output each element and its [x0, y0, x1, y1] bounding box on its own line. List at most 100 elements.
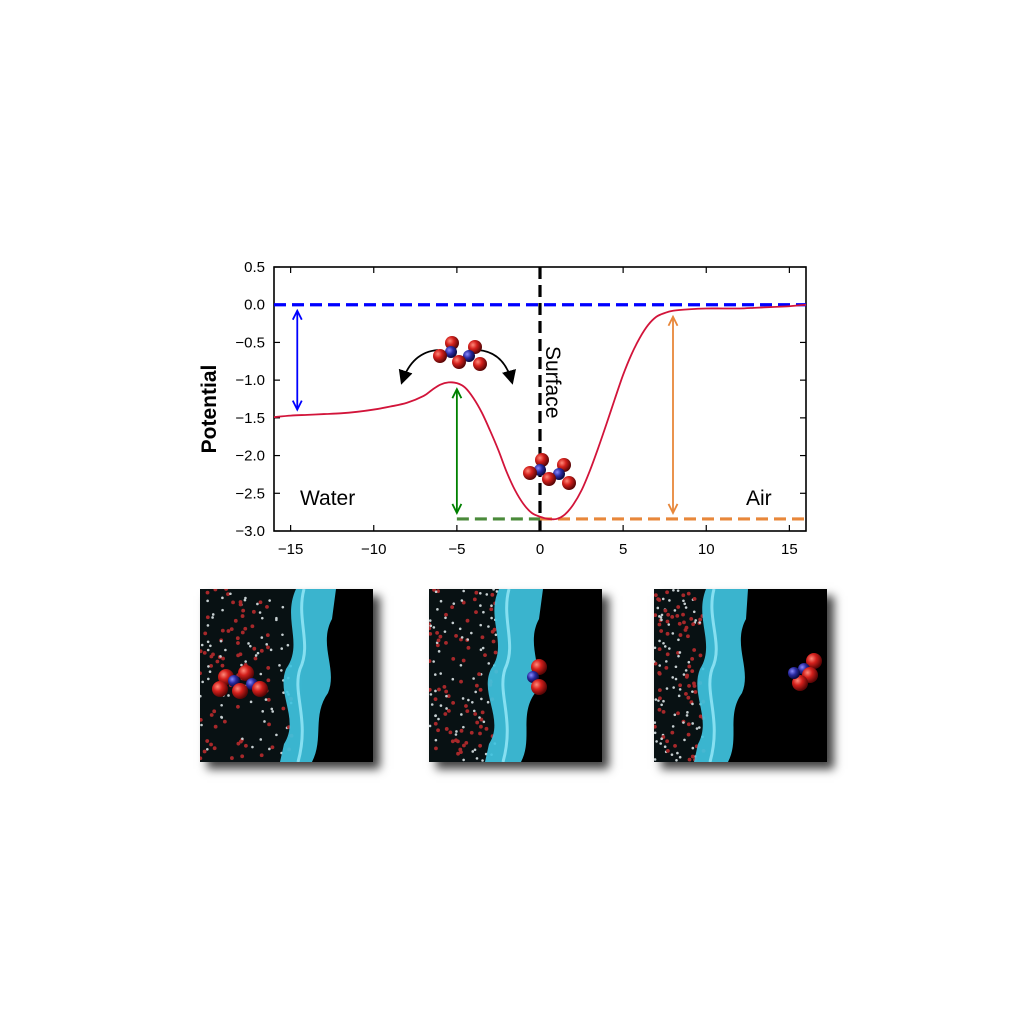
arrow-head [667, 503, 679, 515]
water-atom [486, 700, 490, 704]
water-atom [686, 711, 689, 714]
water-atom [209, 663, 214, 668]
water-atom [663, 608, 668, 613]
water-atom [238, 600, 243, 604]
energy-arrows [291, 308, 679, 515]
water-atom [451, 700, 456, 705]
water-atom [436, 608, 439, 611]
water-atom [256, 651, 260, 655]
y-tick-label: −2.5 [235, 485, 265, 502]
water-atom [490, 629, 495, 634]
water-atom [436, 638, 441, 643]
water-atom [281, 605, 285, 609]
water-atom [678, 683, 683, 688]
water-atom [266, 666, 271, 670]
water-atom [654, 661, 658, 666]
water-atom [490, 604, 493, 608]
water-atom [434, 689, 437, 693]
water-atom [462, 589, 465, 593]
water-atom [206, 747, 209, 751]
water-atom [490, 616, 493, 620]
water-atom [200, 649, 203, 654]
water-atom [654, 646, 657, 650]
water-atom [206, 648, 210, 652]
water-atom [459, 728, 464, 733]
water-atom [433, 697, 438, 702]
water-atom [490, 592, 495, 597]
water-atom [654, 731, 657, 735]
water-atom [451, 621, 455, 625]
arrow-head [291, 308, 303, 321]
water-atom [443, 630, 447, 633]
water-atom [677, 638, 680, 642]
water-atom [432, 626, 436, 629]
water-atom [657, 647, 662, 652]
water-atom [459, 679, 463, 684]
water-atom [489, 607, 494, 612]
water-atom [446, 708, 451, 713]
water-atom [487, 662, 491, 665]
water-atom [691, 722, 694, 725]
nitrate-molecule [788, 653, 822, 691]
water-atom [231, 600, 235, 605]
water-atom [280, 669, 283, 672]
water-atom [221, 656, 225, 661]
water-atom [692, 610, 696, 614]
water-atom [659, 615, 663, 619]
water-atom [671, 676, 675, 679]
water-atom [682, 620, 686, 625]
water-atom [672, 686, 675, 689]
water-atom [206, 599, 209, 603]
water-atom [212, 709, 217, 714]
water-atom [259, 753, 264, 758]
water-atom [464, 704, 468, 708]
water-atom [429, 659, 432, 664]
water-atom [437, 687, 441, 692]
water-atom [439, 704, 443, 707]
water-atom [222, 719, 227, 724]
water-atom [209, 644, 212, 648]
water-atom [472, 677, 475, 680]
water-atom [689, 616, 694, 621]
water-atom [253, 656, 258, 661]
water-atom [661, 597, 665, 601]
water-atom [446, 694, 451, 699]
water-atom [670, 753, 674, 756]
water-atom [236, 741, 241, 746]
water-atom [213, 724, 218, 729]
potential-curve [273, 303, 807, 521]
water-atom [434, 590, 438, 594]
molecule-at-barrier [433, 336, 487, 371]
water-atom [206, 640, 210, 644]
water-atom [437, 717, 440, 721]
water-atom [429, 724, 432, 728]
water-atom [462, 758, 465, 762]
water-atom [430, 703, 434, 706]
water-atom [677, 694, 681, 698]
water-atom [429, 687, 432, 692]
water-atom [437, 650, 441, 653]
water-atom [467, 698, 470, 702]
water-atom [660, 737, 663, 741]
water-atom [465, 618, 470, 623]
water-atom [492, 589, 495, 591]
nitrate-molecule [212, 665, 268, 699]
water-atom [687, 664, 692, 669]
water-atom [473, 712, 478, 716]
water-atom [208, 670, 212, 674]
water-atom [269, 648, 273, 652]
x-tick-label: −10 [361, 541, 386, 558]
water-atom [693, 690, 698, 694]
water-atom [251, 609, 256, 614]
water-atom [282, 691, 285, 694]
water-atom [460, 713, 463, 716]
water-atom [672, 589, 675, 592]
water-atom [433, 721, 438, 726]
water-atom [480, 710, 485, 715]
water-atom [439, 672, 443, 675]
water-atom [429, 631, 433, 636]
water-atom [660, 618, 663, 622]
y-tick-label: 0.5 [244, 259, 265, 276]
water-atom [654, 758, 657, 761]
